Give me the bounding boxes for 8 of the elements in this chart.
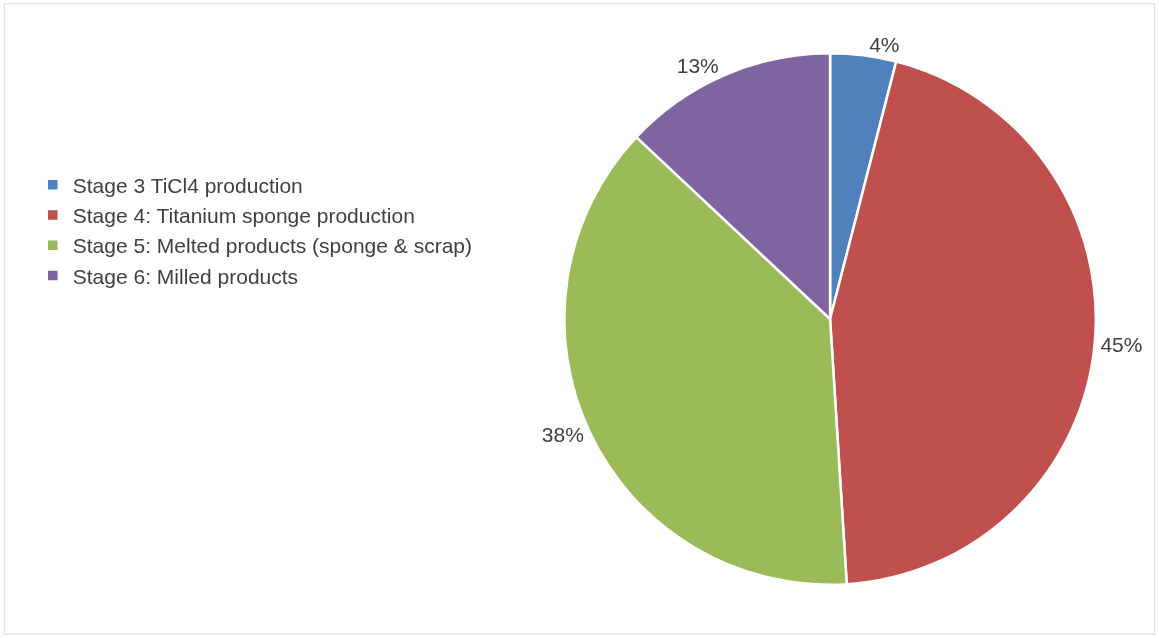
legend-label: Stage 3 TiCl4 production (72, 173, 303, 197)
data-label: 4% (869, 32, 900, 56)
data-label: 38% (541, 422, 584, 446)
legend-label: Stage 4: Titanium sponge production (72, 204, 415, 228)
legend-label: Stage 6: Milled products (72, 264, 299, 288)
legend-label: Stage 5: Melted products (sponge & scrap) (72, 234, 472, 258)
data-label: 45% (1100, 332, 1143, 356)
data-label: 13% (676, 53, 719, 77)
